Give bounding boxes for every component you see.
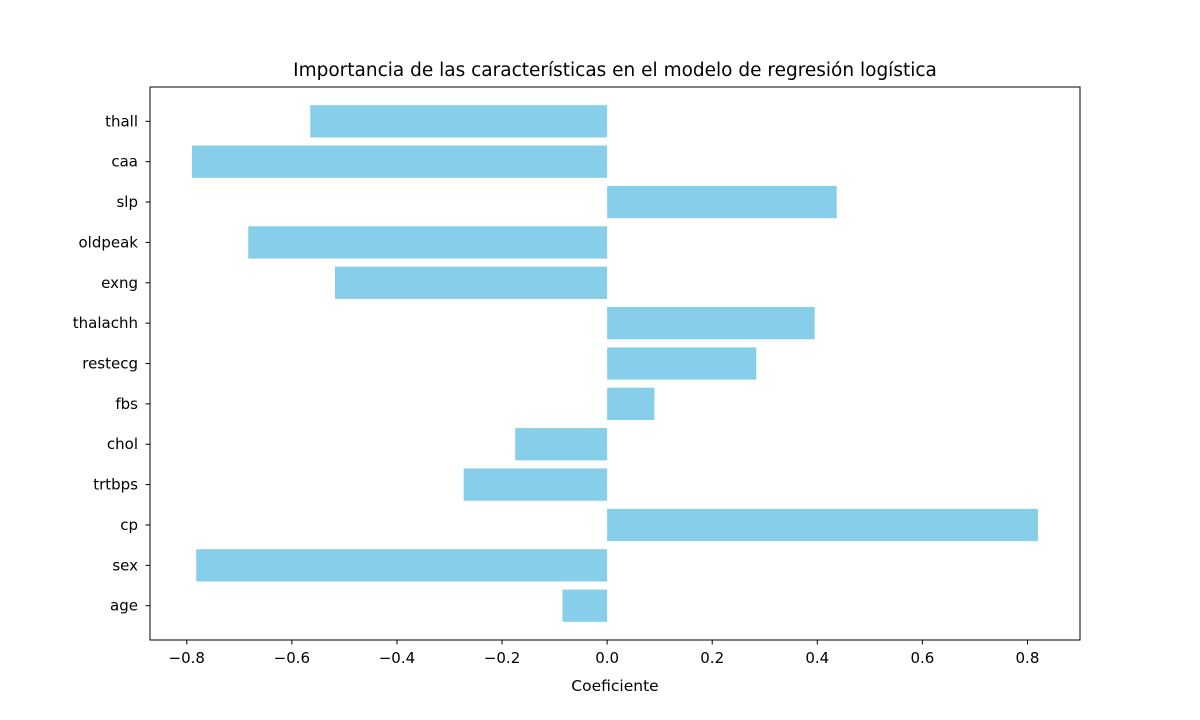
bar-thalachh xyxy=(607,306,815,340)
bar-sex xyxy=(196,549,608,582)
y-tick-label-fbs: fbs xyxy=(115,395,138,413)
bar-thall xyxy=(310,105,608,138)
bar-age xyxy=(562,589,608,622)
y-tick-label-trtbps: trtbps xyxy=(93,476,138,494)
x-tick-label: 0.6 xyxy=(910,649,934,667)
bar-cp xyxy=(607,508,1038,542)
chart-title: Importancia de las características en el… xyxy=(293,60,937,81)
x-tick-label: 0.2 xyxy=(700,649,724,667)
y-tick-label-restecg: restecg xyxy=(82,355,138,373)
y-tick-label-slp: slp xyxy=(116,193,138,211)
y-tick-label-chol: chol xyxy=(107,435,138,453)
y-tick-label-sex: sex xyxy=(112,556,138,574)
bar-trtbps xyxy=(463,468,608,501)
y-tick-label-thalachh: thalachh xyxy=(73,314,138,332)
x-axis-ticks: −0.8 −0.6 −0.4 −0.2 0.0 0.2 0.4 0.6 0.8 xyxy=(169,640,1040,667)
y-tick-label-thall: thall xyxy=(105,112,138,130)
x-tick-label: −0.4 xyxy=(379,649,415,667)
bars-layer xyxy=(192,105,1038,622)
y-axis-ticks: age sex cp trtbps chol fbs restecg thalachh exng… xyxy=(73,112,150,615)
x-tick-label: 0.4 xyxy=(805,649,829,667)
y-tick-label-exng: exng xyxy=(101,274,138,292)
bar-oldpeak xyxy=(248,226,608,259)
bar-chol xyxy=(515,428,608,461)
x-tick-label: −0.8 xyxy=(169,649,205,667)
bar-fbs xyxy=(607,387,655,421)
x-axis-title: Coeficiente xyxy=(571,677,658,695)
bar-restecg xyxy=(607,347,757,380)
x-tick-label: 0.8 xyxy=(1016,649,1040,667)
y-tick-label-oldpeak: oldpeak xyxy=(79,233,139,251)
x-tick-label: 0.0 xyxy=(595,649,619,667)
y-tick-label-caa: caa xyxy=(111,153,138,171)
x-tick-label: −0.2 xyxy=(484,649,520,667)
bar-slp xyxy=(607,185,837,219)
bar-exng xyxy=(334,266,608,299)
y-tick-label-cp: cp xyxy=(120,516,138,534)
bar-caa xyxy=(192,145,608,178)
x-tick-label: −0.6 xyxy=(274,649,310,667)
y-tick-label-age: age xyxy=(110,597,138,615)
